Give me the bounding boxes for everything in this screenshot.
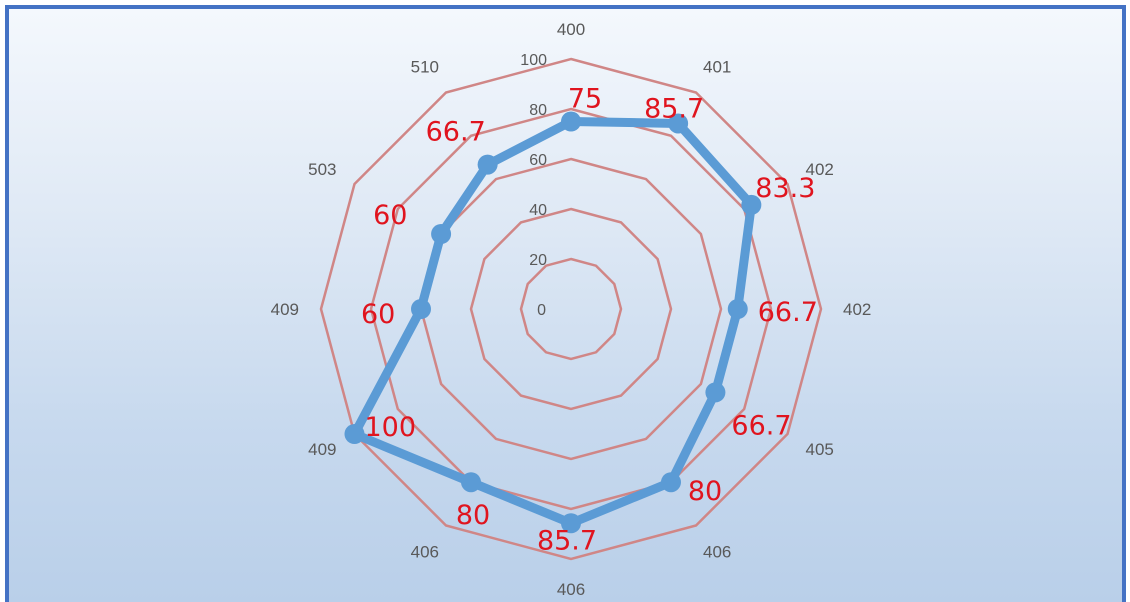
tick-label: 60 xyxy=(529,152,547,169)
category-label: 503 xyxy=(308,160,336,179)
data-point xyxy=(741,194,762,215)
data-point xyxy=(411,299,431,319)
data-point xyxy=(477,154,498,175)
grid-ring-20 xyxy=(519,257,623,361)
category-label: 406 xyxy=(703,542,731,561)
data-series xyxy=(344,111,762,534)
data-label: 80 xyxy=(688,476,722,507)
data-label: 80 xyxy=(456,500,490,531)
data-point xyxy=(344,424,365,444)
chart-frame xyxy=(5,5,1126,602)
data-point xyxy=(561,513,581,534)
data-point xyxy=(431,224,452,244)
tick-label: 20 xyxy=(529,252,547,269)
data-label: 85.7 xyxy=(644,93,704,124)
radial-tick-labels: 0 20 40 60 80 100 xyxy=(520,52,547,319)
category-label: 406 xyxy=(557,580,585,599)
category-label: 400 xyxy=(557,20,585,39)
data-point xyxy=(727,299,748,319)
data-label: 66.7 xyxy=(731,410,791,441)
data-point xyxy=(705,382,726,403)
data-point xyxy=(668,113,689,134)
category-label: 409 xyxy=(271,300,299,319)
category-label: 409 xyxy=(308,440,336,459)
category-label: 405 xyxy=(805,440,833,459)
data-point xyxy=(461,472,481,493)
data-label: 75 xyxy=(568,84,602,115)
data-label: 83.3 xyxy=(755,173,815,204)
tick-label: 80 xyxy=(529,102,547,119)
data-label: 100 xyxy=(364,412,416,443)
data-point xyxy=(661,472,681,493)
category-label: 401 xyxy=(703,58,731,77)
category-label: 402 xyxy=(843,300,871,319)
tick-label: 100 xyxy=(520,52,547,69)
category-label: 402 xyxy=(805,160,833,179)
data-labels: 75 85.7 83.3 66.7 66.7 80 85.7 80 100 60 60 66.7 xyxy=(361,84,818,557)
data-label: 85.7 xyxy=(537,525,597,556)
grid-ring-100 xyxy=(319,57,823,561)
data-label: 60 xyxy=(361,299,395,330)
data-point xyxy=(561,111,581,132)
radar-grid xyxy=(319,57,823,561)
category-label: 510 xyxy=(411,58,439,77)
category-label: 406 xyxy=(411,542,439,561)
data-label: 66.7 xyxy=(426,117,486,148)
tick-label: 0 xyxy=(537,302,546,319)
data-label: 60 xyxy=(373,200,407,231)
grid-ring-40 xyxy=(469,207,673,411)
tick-label: 40 xyxy=(529,202,547,219)
data-label: 66.7 xyxy=(758,297,818,328)
